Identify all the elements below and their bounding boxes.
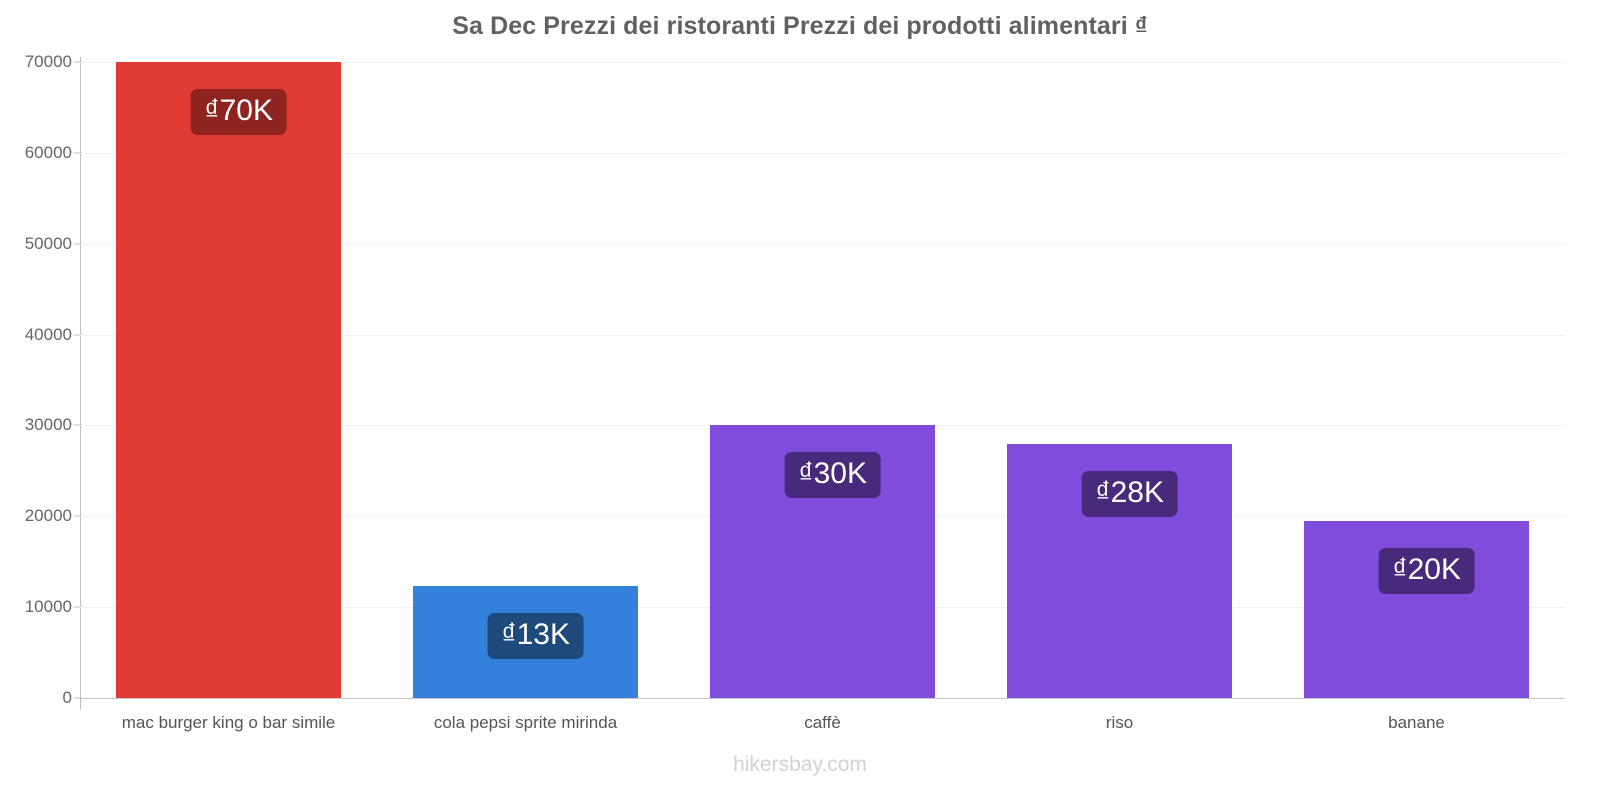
y-axis-line [80, 57, 81, 710]
x-axis-label: riso [1105, 713, 1134, 732]
gridline-40000 [80, 334, 1565, 336]
y-tick-mark-70000 [74, 61, 82, 63]
y-tick-mark-40000 [74, 334, 82, 336]
y-tick-label-70000: 70000 [24, 52, 72, 71]
footer-credit: hikersbay.com [733, 753, 867, 776]
y-tick-label-40000: 40000 [24, 324, 72, 344]
x-axis-label: caffè [804, 713, 841, 732]
bar-value-label: ₫20K [1378, 547, 1475, 594]
y-tick-mark-30000 [74, 424, 82, 426]
bar-value-label: ₫70K [190, 89, 287, 135]
plot-area: ₫70K ₫13K ₫30K ₫28K ₫20K [80, 62, 1565, 699]
y-tick-label-60000: 60000 [24, 142, 72, 162]
x-axis-label: banane [1388, 713, 1445, 732]
y-tick-label-50000: 50000 [24, 233, 72, 253]
y-tick-label-30000: 30000 [24, 415, 72, 435]
gridline-70000 [80, 62, 1565, 63]
y-tick-mark-50000 [74, 243, 82, 245]
y-tick-mark-0 [74, 697, 82, 699]
y-tick-label-10000: 10000 [24, 597, 72, 617]
y-tick-label-0: 0 [62, 688, 72, 707]
bar-value-label: ₫13K [487, 613, 584, 660]
y-tick-mark-20000 [74, 515, 82, 517]
y-tick-mark-60000 [74, 152, 82, 154]
gridline-50000 [80, 243, 1565, 245]
gridline-0 [80, 698, 1565, 699]
y-tick-label-20000: 20000 [24, 506, 72, 526]
chart-title: Sa Dec Prezzi dei ristoranti Prezzi dei … [452, 12, 1148, 40]
x-axis-label: mac burger king o bar simile [121, 713, 336, 732]
x-axis-label: cola pepsi sprite mirinda [433, 713, 618, 732]
bar-value-label: ₫30K [784, 452, 881, 499]
bar[interactable] [116, 62, 341, 698]
gridline-60000 [80, 152, 1565, 154]
y-tick-mark-10000 [74, 606, 82, 608]
bar-value-label: ₫28K [1081, 470, 1178, 517]
